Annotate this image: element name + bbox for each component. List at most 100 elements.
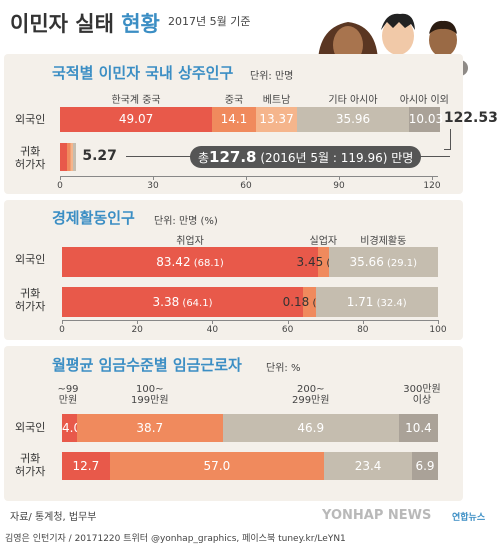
watermark-text: YONHAP NEWS bbox=[322, 508, 432, 523]
axis-tick-label: 0 bbox=[57, 181, 63, 191]
bar-value-label: 14.1 bbox=[220, 112, 248, 126]
bar-value-label: 38.7 bbox=[136, 421, 164, 435]
bar-value-label: 57.0 bbox=[203, 459, 231, 473]
chart3-title: 월평균 임금수준별 임금근로자 bbox=[52, 356, 242, 374]
legend-line: 200~ bbox=[296, 384, 325, 395]
bar-value-label: 4.0 bbox=[62, 421, 82, 435]
source-note: 자료/ 통계청, 법무부 bbox=[10, 512, 97, 523]
value-main: 1.71 bbox=[346, 295, 374, 309]
axis-tick-label: 0 bbox=[59, 325, 65, 335]
axis-tick-label: 20 bbox=[131, 325, 143, 335]
axis-tick bbox=[212, 320, 214, 324]
legend-line: 199만원 bbox=[131, 395, 169, 406]
axis-tick-label: 60 bbox=[240, 181, 252, 191]
total-note-value: 127.8 bbox=[209, 148, 257, 166]
bar-segment bbox=[62, 452, 110, 480]
total-note-pill: 총127.8 (2016년 5월 : 119.96) 만명 bbox=[190, 146, 422, 168]
row-label-naturalized: 귀화 허가자 bbox=[15, 145, 46, 171]
watermark: YONHAP NEWS bbox=[322, 508, 431, 523]
value-percent: (68.1) bbox=[190, 258, 224, 269]
axis-tick bbox=[438, 320, 439, 324]
legend-line: ~99 bbox=[57, 384, 79, 395]
row-label-foreigner-wage: 외국인 bbox=[15, 421, 46, 434]
logo-text: 연합뉴스 bbox=[452, 513, 486, 523]
bar-segment bbox=[297, 107, 409, 132]
title-main: 이민자 실태 bbox=[10, 12, 114, 36]
legend-line: 만원 bbox=[58, 395, 78, 406]
total-label-foreigner: 122.53 bbox=[443, 110, 498, 126]
row-label-naturalized-wage: 귀화 허가자 bbox=[15, 452, 46, 478]
segment-legend-label: ~99 만원 bbox=[38, 384, 98, 406]
legend-line: 100~ bbox=[136, 384, 164, 395]
axis-tick-label: 90 bbox=[333, 181, 345, 191]
bar-segment bbox=[60, 107, 213, 132]
value-main: 0.18 bbox=[282, 295, 310, 309]
bar-segment bbox=[62, 414, 78, 442]
bar-naturalized-total bbox=[60, 143, 77, 171]
bar-value-label: 23.4 bbox=[354, 459, 382, 473]
title-accent: 현황 bbox=[121, 12, 160, 36]
credit-line: 김영은 인턴기자 / 20171220 트위터 @yonhap_graphics… bbox=[5, 534, 346, 544]
axis-tick bbox=[62, 320, 63, 324]
axis-line bbox=[62, 320, 438, 321]
axis-tick bbox=[137, 320, 139, 324]
chart1-title: 국적별 이민자 국내 상주인구 bbox=[52, 64, 234, 82]
axis-tick-label: 120 bbox=[423, 181, 441, 191]
bar-value-label: 3.38 (64.1) bbox=[62, 295, 303, 309]
bar-segment bbox=[62, 287, 304, 317]
bar-segment bbox=[324, 452, 413, 480]
row-label-foreigner-econ: 외국인 bbox=[15, 253, 46, 266]
bar-segment bbox=[77, 414, 223, 442]
bar-segment bbox=[109, 452, 325, 480]
axis-tick bbox=[246, 176, 247, 180]
bar-segment bbox=[318, 247, 329, 277]
value-main: 3.45 bbox=[296, 255, 324, 269]
segment-legend-label: 비경제활동 bbox=[360, 236, 407, 247]
value-percent: (32.4) bbox=[373, 298, 407, 309]
axis-tick bbox=[339, 176, 340, 180]
bar-segment bbox=[412, 452, 438, 480]
legend-line: 이상 bbox=[412, 395, 432, 406]
bar-value-label: 83.42 (68.1) bbox=[62, 255, 318, 269]
bar-segment bbox=[315, 287, 438, 317]
segment-legend-label: 중국 bbox=[224, 95, 244, 106]
axis-line bbox=[60, 176, 438, 177]
segment-legend-label: 아시아 이외 bbox=[399, 95, 449, 106]
total-bracket bbox=[443, 129, 451, 150]
bar-value-label: 49.07 bbox=[118, 112, 154, 126]
total-note-prefix: 총 bbox=[198, 151, 210, 165]
bar-segment bbox=[328, 247, 438, 277]
date-note: 2017년 5월 기준 bbox=[168, 15, 251, 28]
chart2-unit: 단위: 만명 (%) bbox=[154, 216, 218, 227]
total-note-suffix: 만명 bbox=[391, 151, 414, 165]
bar-segment bbox=[398, 414, 438, 442]
bar-value-label: 6.9 bbox=[415, 459, 435, 473]
bar-value-label: 1.71 (32.4) bbox=[316, 295, 438, 309]
bar-segment bbox=[222, 414, 399, 442]
bar-segment bbox=[255, 107, 298, 132]
row-label-foreigner: 외국인 bbox=[15, 113, 46, 126]
axis-tick bbox=[153, 176, 154, 180]
axis-tick bbox=[287, 320, 289, 324]
segment-legend-label: 취업자 bbox=[176, 236, 204, 247]
bar-value-label: 35.66 (29.1) bbox=[329, 255, 438, 269]
bar-value-label: 12.7 bbox=[72, 459, 100, 473]
segment-legend-label: 기타 아시아 bbox=[328, 95, 378, 106]
bar-value-label: 10.4 bbox=[405, 421, 432, 435]
axis-tick-label: 60 bbox=[281, 325, 294, 335]
total-note-detail: (2016년 5월 : 119.96) bbox=[256, 151, 392, 165]
axis-tick-label: 40 bbox=[206, 325, 219, 335]
row-label-naturalized-econ: 귀화 허가자 bbox=[15, 287, 46, 313]
bar-segment bbox=[212, 107, 256, 132]
chart3-unit: 단위: % bbox=[266, 363, 301, 374]
segment-legend-label: 200~ 299만원 bbox=[281, 384, 341, 406]
bar-value-label: 10.03 bbox=[408, 112, 444, 126]
bar-value-label: 46.9 bbox=[297, 421, 325, 435]
segment-legend-label: 300만원 이상 bbox=[392, 384, 452, 406]
bar-segment bbox=[303, 287, 316, 317]
axis-tick-label: 30 bbox=[147, 181, 159, 191]
segment-legend-label: 한국계 중국 bbox=[111, 95, 161, 106]
chart1-unit: 단위: 만명 bbox=[250, 71, 294, 82]
legend-line: 300만원 bbox=[403, 384, 441, 395]
